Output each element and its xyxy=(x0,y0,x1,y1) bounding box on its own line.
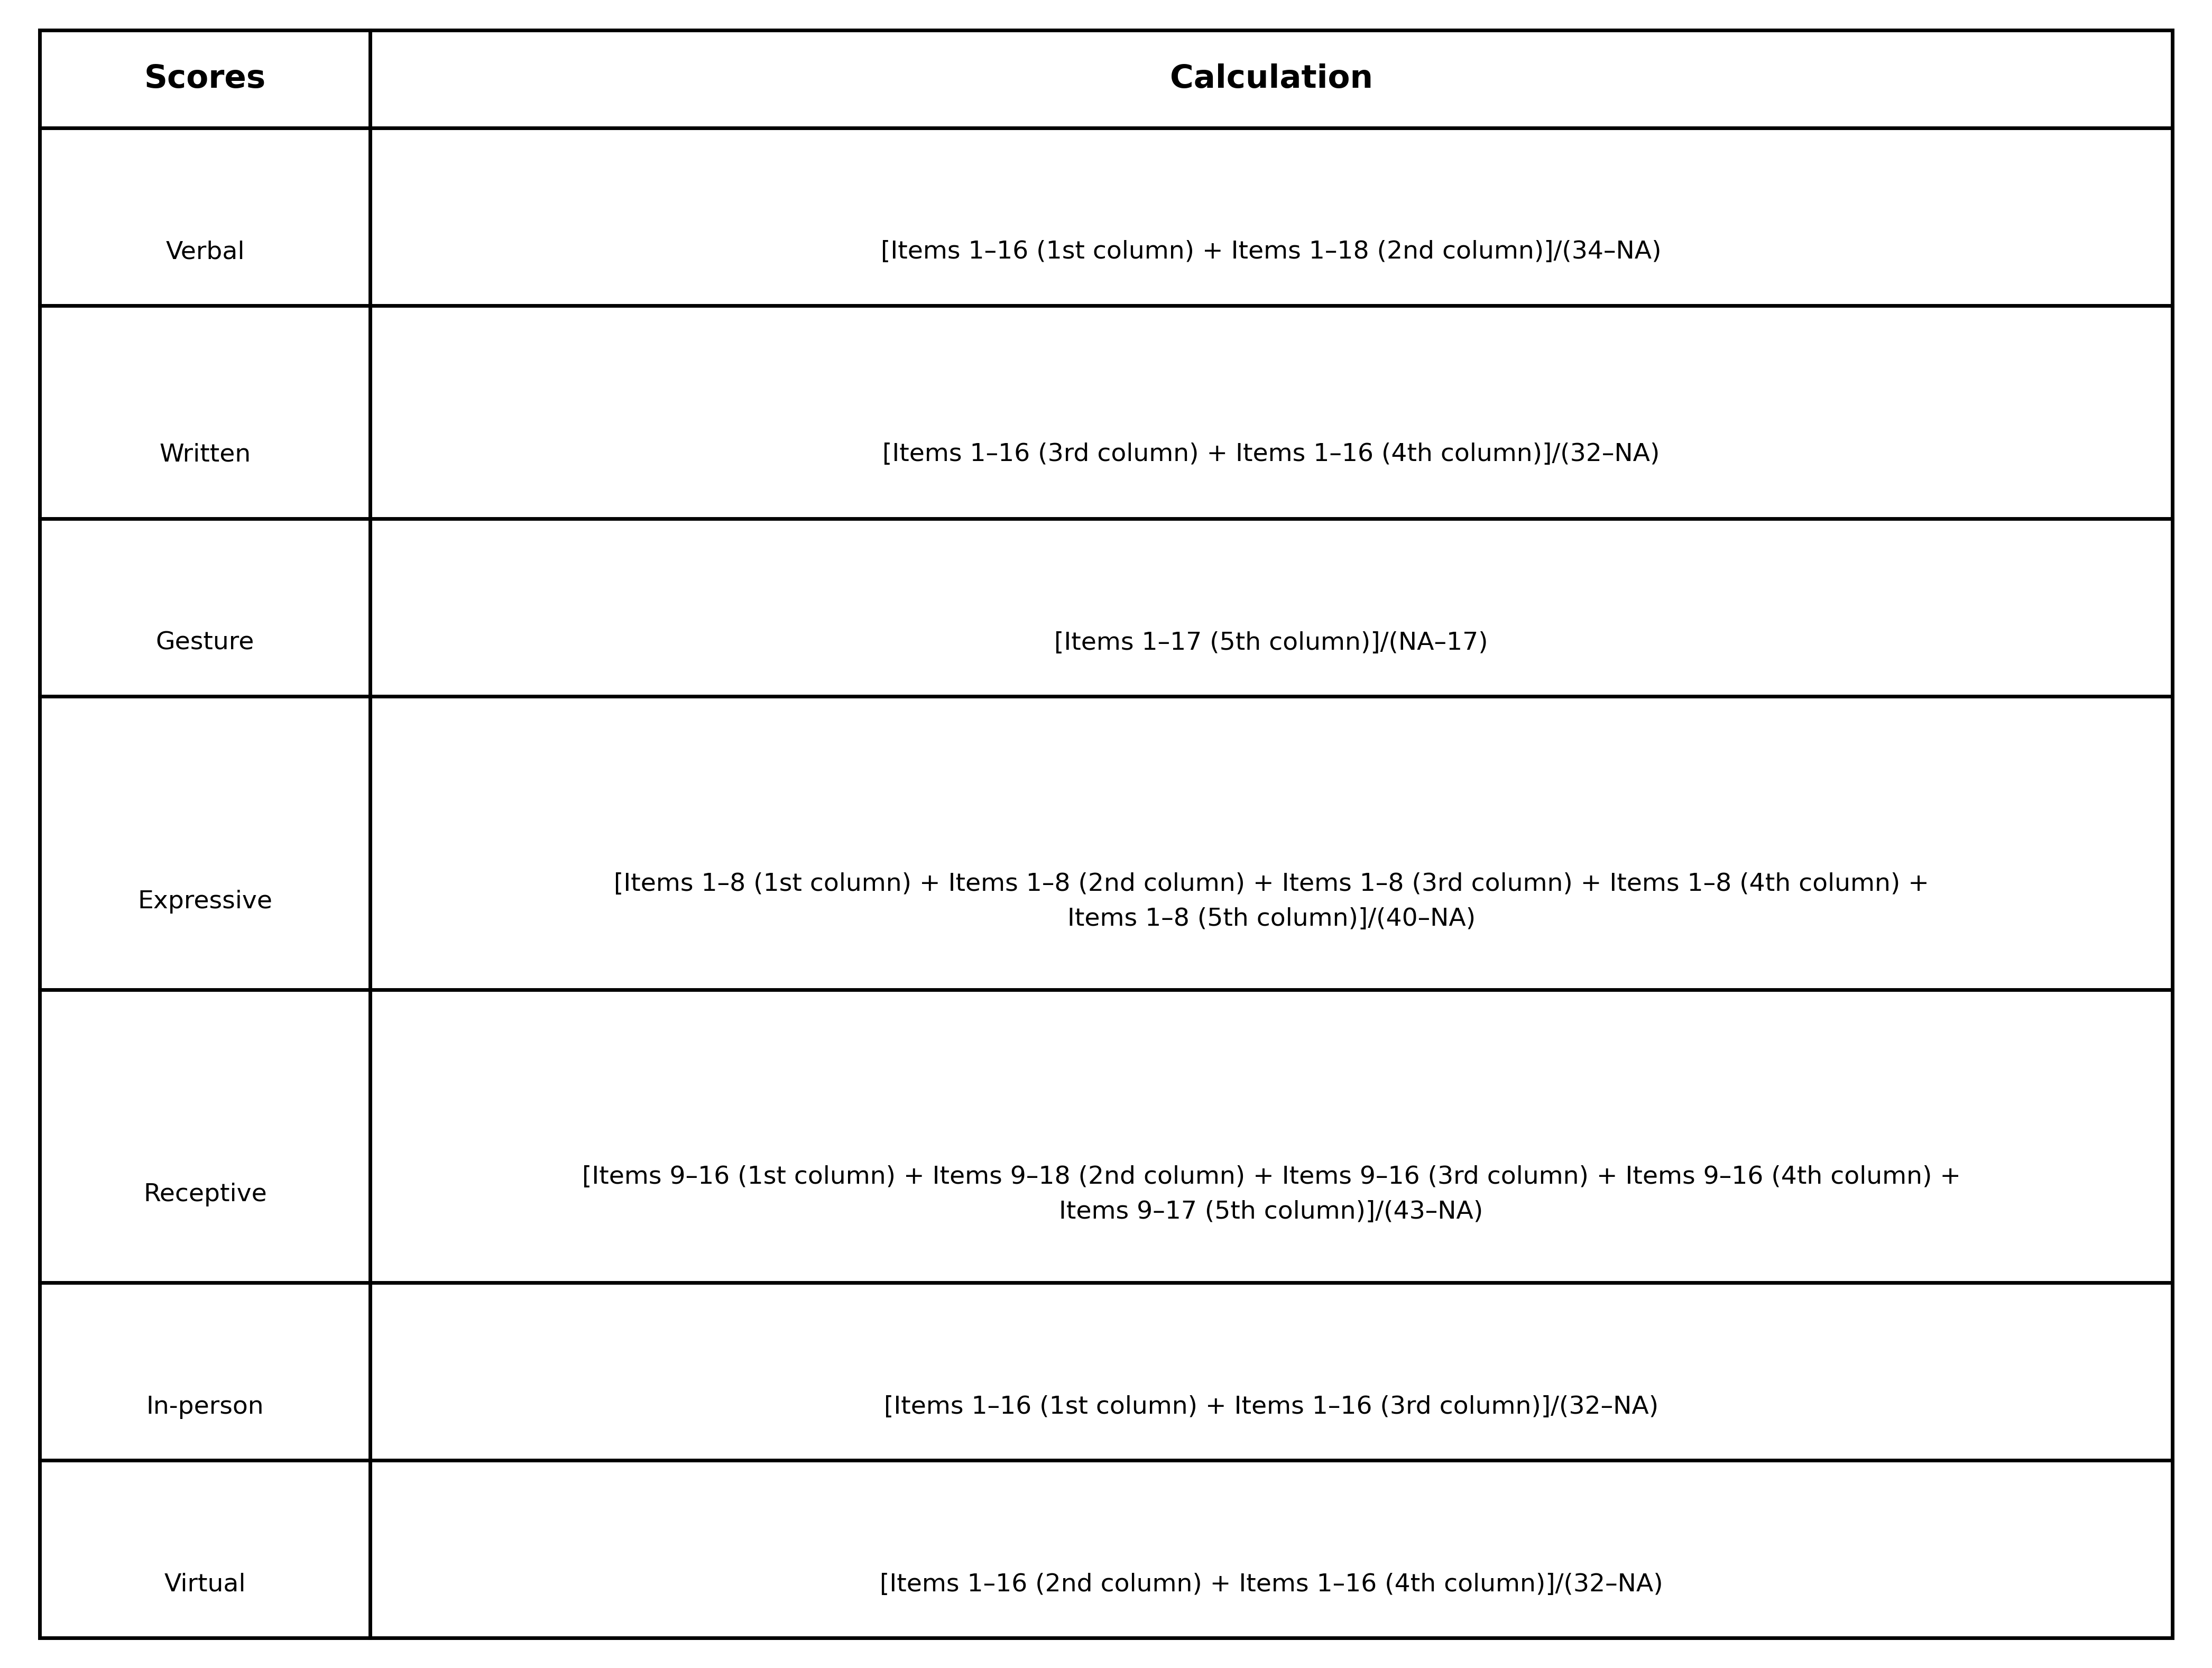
Bar xyxy=(369,305,2172,519)
Bar xyxy=(40,128,369,305)
Text: [Items 1–8 (1st column) + Items 1–8 (2nd column) + Items 1–8 (3rd column) + Item: [Items 1–8 (1st column) + Items 1–8 (2nd… xyxy=(613,872,1929,931)
Text: Written: Written xyxy=(159,442,250,467)
Bar xyxy=(369,1283,2172,1460)
Bar xyxy=(40,30,369,128)
Bar xyxy=(40,1283,369,1460)
Bar xyxy=(40,1460,369,1638)
Text: Virtual: Virtual xyxy=(164,1573,246,1596)
Text: [Items 1–16 (1st column) + Items 1–18 (2nd column)]/(34–NA): [Items 1–16 (1st column) + Items 1–18 (2… xyxy=(880,240,1661,264)
Bar xyxy=(369,30,2172,128)
Text: Verbal: Verbal xyxy=(166,240,246,264)
Text: Receptive: Receptive xyxy=(144,1183,268,1206)
Bar xyxy=(40,519,369,696)
Text: [Items 1–16 (2nd column) + Items 1–16 (4th column)]/(32–NA): [Items 1–16 (2nd column) + Items 1–16 (4… xyxy=(880,1573,1663,1596)
Bar xyxy=(40,305,369,519)
Text: [Items 1–16 (3rd column) + Items 1–16 (4th column)]/(32–NA): [Items 1–16 (3rd column) + Items 1–16 (4… xyxy=(883,442,1659,467)
Text: [Items 1–17 (5th column)]/(NA–17): [Items 1–17 (5th column)]/(NA–17) xyxy=(1055,631,1489,656)
Bar xyxy=(369,1460,2172,1638)
Text: Expressive: Expressive xyxy=(137,889,272,914)
Text: Calculation: Calculation xyxy=(1170,63,1374,95)
Bar xyxy=(369,989,2172,1283)
Text: [Items 1–16 (1st column) + Items 1–16 (3rd column)]/(32–NA): [Items 1–16 (1st column) + Items 1–16 (3… xyxy=(885,1394,1659,1419)
Text: Gesture: Gesture xyxy=(155,631,254,656)
Bar xyxy=(369,696,2172,989)
Bar xyxy=(369,519,2172,696)
Text: [Items 9–16 (1st column) + Items 9–18 (2nd column) + Items 9–16 (3rd column) + I: [Items 9–16 (1st column) + Items 9–18 (2… xyxy=(582,1166,1960,1224)
Bar xyxy=(40,696,369,989)
Text: Scores: Scores xyxy=(144,63,265,95)
Bar xyxy=(40,989,369,1283)
Text: In-person: In-person xyxy=(146,1394,263,1419)
Bar xyxy=(369,128,2172,305)
